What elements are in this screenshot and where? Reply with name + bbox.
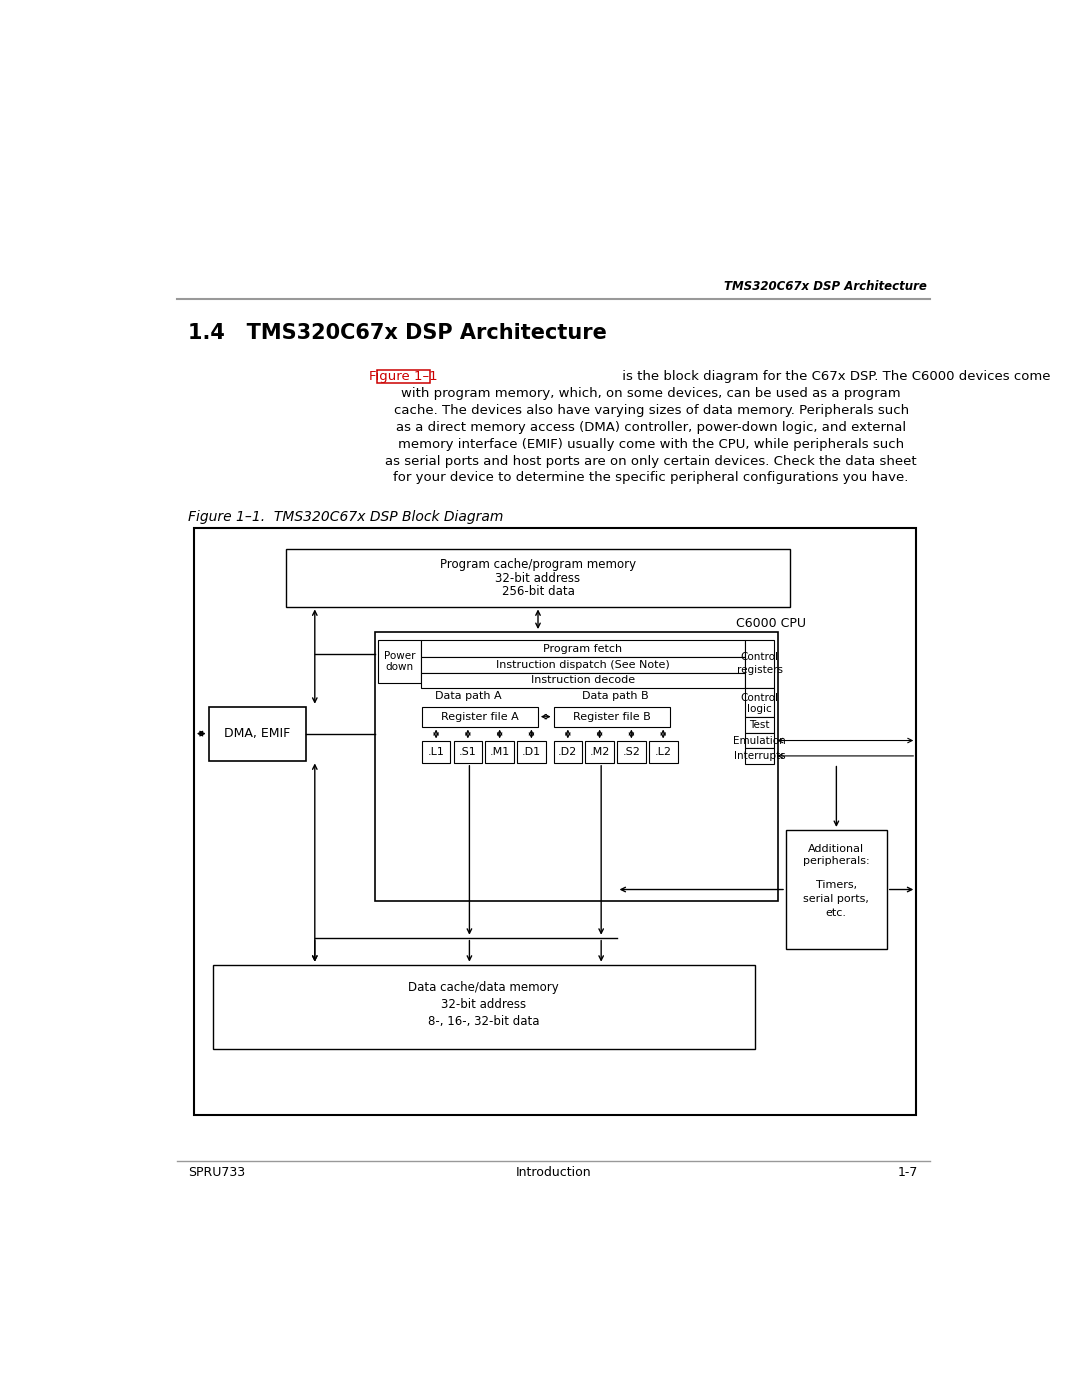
Text: Data path A: Data path A: [435, 692, 501, 701]
Bar: [745, 733, 774, 749]
Bar: [745, 640, 774, 689]
Text: Additional: Additional: [808, 844, 864, 854]
Text: Test: Test: [750, 719, 770, 731]
Text: as serial ports and host ports are on only certain devices. Check the data sheet: as serial ports and host ports are on on…: [386, 454, 917, 468]
Text: Figure 1–1.  TMS320C67x DSP Block Diagram: Figure 1–1. TMS320C67x DSP Block Diagram: [188, 510, 503, 524]
Text: cache. The devices also have varying sizes of data memory. Peripherals such: cache. The devices also have varying siz…: [393, 404, 908, 416]
Text: serial ports,: serial ports,: [804, 894, 869, 904]
Text: 32-bit address: 32-bit address: [442, 997, 526, 1011]
Text: Instruction decode: Instruction decode: [531, 676, 635, 686]
Text: registers: registers: [737, 665, 783, 675]
Text: Instruction dispatch (See Note): Instruction dispatch (See Note): [496, 659, 670, 671]
Text: TMS320C67x DSP Architecture: TMS320C67x DSP Architecture: [725, 281, 927, 293]
Bar: [422, 742, 450, 763]
Text: Register file B: Register file B: [572, 711, 650, 722]
Text: .S1: .S1: [459, 747, 476, 757]
Text: Data path B: Data path B: [582, 692, 649, 701]
Text: Register file A: Register file A: [441, 711, 518, 722]
Text: is the block diagram for the C67x DSP. The C6000 devices come: is the block diagram for the C67x DSP. T…: [618, 370, 1051, 383]
Bar: [213, 964, 755, 1049]
Bar: [422, 707, 538, 726]
Text: etc.: etc.: [826, 908, 847, 918]
Bar: [194, 528, 916, 1115]
Text: Power: Power: [383, 651, 416, 661]
Text: .S2: .S2: [622, 747, 640, 757]
Text: for your device to determine the specific peripheral configurations you have.: for your device to determine the specifi…: [393, 471, 909, 485]
Text: Interrupts: Interrupts: [733, 752, 785, 761]
Text: Control: Control: [741, 693, 779, 703]
Text: with program memory, which, on some devices, can be used as a program: with program memory, which, on some devi…: [402, 387, 901, 400]
Text: .M2: .M2: [590, 747, 610, 757]
Bar: [421, 658, 745, 673]
Text: Emulation: Emulation: [733, 735, 786, 746]
Bar: [375, 631, 779, 901]
Text: Figure 1–1: Figure 1–1: [369, 370, 437, 383]
Text: down: down: [386, 662, 414, 672]
Bar: [786, 830, 887, 949]
Bar: [745, 689, 774, 718]
Text: 8-, 16-, 32-bit data: 8-, 16-, 32-bit data: [428, 1016, 540, 1028]
Bar: [554, 707, 670, 726]
Text: Program cache/program memory: Program cache/program memory: [440, 557, 636, 571]
Text: peripherals:: peripherals:: [804, 855, 869, 866]
Text: Introduction: Introduction: [515, 1166, 592, 1179]
Text: DMA, EMIF: DMA, EMIF: [224, 726, 291, 740]
Text: 1.4   TMS320C67x DSP Architecture: 1.4 TMS320C67x DSP Architecture: [188, 323, 607, 344]
Bar: [454, 742, 482, 763]
Text: Timers,: Timers,: [815, 880, 856, 890]
Bar: [208, 707, 306, 760]
Text: as a direct memory access (DMA) controller, power-down logic, and external: as a direct memory access (DMA) controll…: [396, 420, 906, 433]
Text: .M1: .M1: [489, 747, 510, 757]
Text: C6000 CPU: C6000 CPU: [735, 617, 806, 630]
Text: .D1: .D1: [522, 747, 541, 757]
Text: 1-7: 1-7: [897, 1166, 918, 1179]
Text: logic: logic: [747, 704, 772, 714]
Bar: [649, 742, 677, 763]
Bar: [745, 749, 774, 764]
Text: 256-bit data: 256-bit data: [501, 585, 575, 598]
Text: Program fetch: Program fetch: [543, 644, 622, 654]
Bar: [421, 640, 745, 658]
Bar: [745, 718, 774, 733]
Text: Data cache/data memory: Data cache/data memory: [408, 981, 559, 995]
Text: Control: Control: [741, 652, 779, 662]
Text: SPRU733: SPRU733: [188, 1166, 245, 1179]
Text: memory interface (EMIF) usually come with the CPU, while peripherals such: memory interface (EMIF) usually come wit…: [399, 437, 904, 451]
Bar: [554, 742, 582, 763]
Text: 32-bit address: 32-bit address: [496, 571, 581, 584]
Text: .L2: .L2: [654, 747, 672, 757]
Bar: [585, 742, 613, 763]
Bar: [286, 549, 789, 606]
Bar: [421, 673, 745, 689]
Text: .D2: .D2: [558, 747, 578, 757]
Bar: [517, 742, 545, 763]
Bar: [617, 742, 646, 763]
Bar: [378, 640, 421, 683]
Text: .L1: .L1: [428, 747, 445, 757]
Bar: [377, 370, 430, 383]
Bar: [485, 742, 514, 763]
